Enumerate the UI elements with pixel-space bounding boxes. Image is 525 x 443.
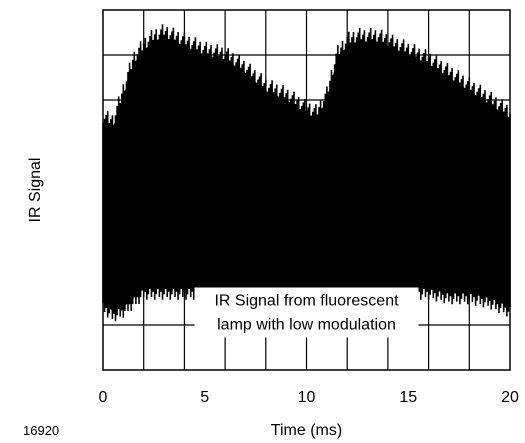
- figure-id: 16920: [23, 423, 59, 438]
- x-axis-label: Time (ms): [271, 422, 342, 439]
- plot-frame: [102, 9, 511, 371]
- annotation-box: [194, 287, 419, 338]
- x-tick-label: 5: [200, 389, 209, 406]
- annotation-line-2: lamp with low modulation: [217, 317, 396, 334]
- x-tick-label: 0: [99, 389, 108, 406]
- annotation-line-1: IR Signal from fluorescent: [214, 293, 399, 310]
- x-tick-label: 20: [501, 389, 519, 406]
- signal-series: [102, 24, 511, 330]
- x-tick-labels: 0 5 10 15 20: [99, 389, 519, 406]
- x-tick-label: 15: [399, 389, 417, 406]
- x-tick-label: 10: [298, 389, 316, 406]
- y-axis-label: IR Signal: [27, 158, 44, 223]
